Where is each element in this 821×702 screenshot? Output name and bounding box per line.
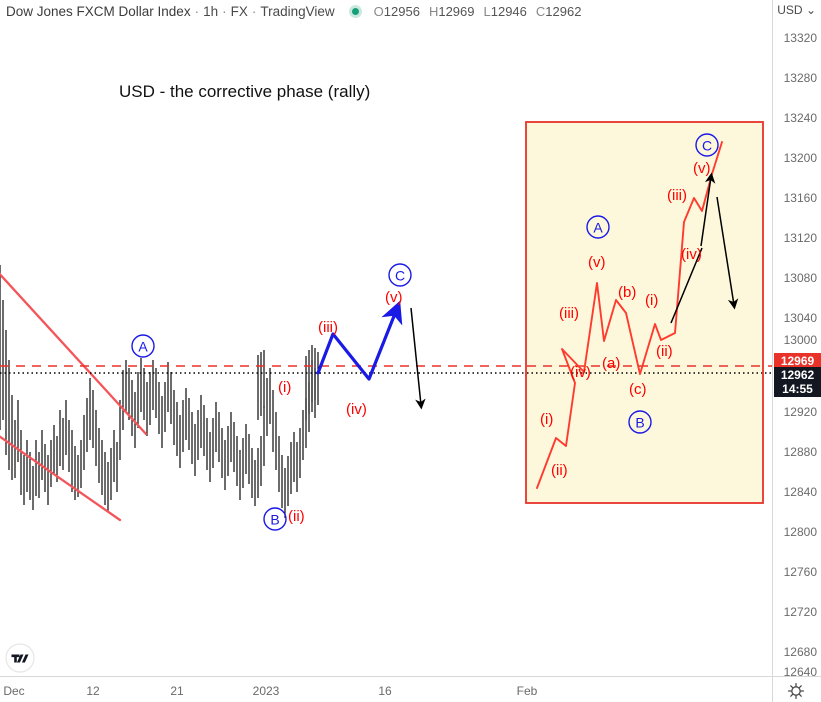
price-candles xyxy=(0,265,319,518)
main-wave-labels: A B C (i) (ii) (iii) (iv) (v) xyxy=(131,263,412,531)
inset-wave-label-ii[interactable]: (ii) xyxy=(551,462,568,479)
wave-label-ii[interactable]: (ii) xyxy=(288,508,305,525)
wave-label-iii[interactable]: (iii) xyxy=(318,319,338,336)
wave-label-v[interactable]: (v) xyxy=(385,289,403,306)
price-tick: 12920 xyxy=(783,405,817,419)
svg-text:A: A xyxy=(138,339,148,355)
price-tick: 13120 xyxy=(783,231,817,245)
svg-text:C: C xyxy=(702,138,712,154)
price-tick: 12880 xyxy=(783,445,817,459)
currency-label: USD xyxy=(777,3,803,17)
symbol-name[interactable]: Dow Jones FXCM Dollar Index xyxy=(6,3,191,19)
ohlc-open: O12956 xyxy=(373,3,420,19)
price-tick: 12680 xyxy=(783,645,817,659)
header-separator-2: · xyxy=(222,3,227,19)
inset-wave-label-v2[interactable]: (v) xyxy=(693,160,711,177)
high-price-badge: 12969 xyxy=(774,353,821,369)
price-tick: 12800 xyxy=(783,525,817,539)
price-tick: 13280 xyxy=(783,71,817,85)
inset-projection-arrow[interactable] xyxy=(700,172,716,247)
price-tick: 12760 xyxy=(783,565,817,579)
trendline-upper xyxy=(0,272,148,436)
price-tick: 12640 xyxy=(783,665,817,679)
inset-wave-label-iii2[interactable]: (iii) xyxy=(667,187,687,204)
price-tick: 13200 xyxy=(783,151,817,165)
inset-wave-label-i2[interactable]: (i) xyxy=(645,292,658,309)
trendline-lower xyxy=(0,435,122,522)
inset-wave-labels: (i) (ii) (iii) (iv) (v) A (a) (b) (c) B … xyxy=(540,133,719,479)
inset-wave-label-i[interactable]: (i) xyxy=(540,411,553,428)
svg-text:C: C xyxy=(395,268,405,284)
wave-label-iv[interactable]: (iv) xyxy=(346,401,367,418)
inset-wave-label-C[interactable]: C xyxy=(695,133,719,157)
time-axis[interactable]: Dec 12 21 2023 16 Feb xyxy=(0,676,773,702)
inset-wave-label-iii[interactable]: (iii) xyxy=(559,305,579,322)
time-tick: 2023 xyxy=(252,684,280,698)
time-tick: 12 xyxy=(86,684,100,698)
inset-wave-label-iv[interactable]: (iv) xyxy=(570,364,591,381)
inset-wave-label-A[interactable]: A xyxy=(586,215,610,239)
last-price-time: 14:55 xyxy=(782,382,813,396)
wave-label-C[interactable]: C xyxy=(388,263,412,287)
exchange-label[interactable]: FX xyxy=(230,3,248,19)
price-tick: 13240 xyxy=(783,111,817,125)
inset-projection-arrow-tail xyxy=(670,247,703,324)
chevron-down-icon: ⌄ xyxy=(805,3,816,17)
svg-text:B: B xyxy=(635,415,644,431)
price-tick: 12720 xyxy=(783,605,817,619)
time-tick: 21 xyxy=(170,684,184,698)
last-price-badge[interactable]: 12962 14:55 xyxy=(774,367,821,397)
svg-text:A: A xyxy=(593,220,603,236)
inset-panel-background[interactable] xyxy=(525,121,764,504)
chart-header: Dow Jones FXCM Dollar Index · 1h · FX · … xyxy=(6,0,581,22)
inset-wave-path[interactable] xyxy=(536,141,723,489)
time-tick: 16 xyxy=(378,684,392,698)
ohlc-values: O12956 H12969 L12946 C12962 xyxy=(374,4,582,19)
ohlc-low: L12946 xyxy=(483,3,527,19)
header-separator-3: · xyxy=(251,3,257,19)
price-tick: 12840 xyxy=(783,485,817,499)
trend-channel-lines[interactable] xyxy=(0,270,148,522)
inset-wave-label-iv2[interactable]: (iv) xyxy=(681,246,702,263)
source-label: TradingView xyxy=(260,3,335,19)
price-tick: 13320 xyxy=(783,31,817,45)
ohlc-close: C12962 xyxy=(535,3,582,19)
header-separator-1: · xyxy=(194,3,200,19)
market-open-dot-icon xyxy=(348,4,362,18)
last-price-value: 12962 xyxy=(780,368,815,382)
inset-wave-label-c[interactable]: (c) xyxy=(629,381,647,398)
time-tick: Feb xyxy=(516,684,538,698)
price-tick: 13080 xyxy=(783,271,817,285)
projected-decline-arrow[interactable] xyxy=(410,307,426,410)
price-axis[interactable]: USD ⌄ 13320 13280 13240 13200 13160 1312… xyxy=(772,0,821,679)
svg-text:B: B xyxy=(270,512,279,528)
inset-projection-decline-arrow[interactable] xyxy=(716,196,739,310)
wave-label-B[interactable]: B xyxy=(263,507,287,531)
chart-title-annotation: USD - the corrective phase (rally) xyxy=(119,82,371,101)
gear-icon[interactable] xyxy=(787,682,805,700)
wave-label-i[interactable]: (i) xyxy=(278,379,291,396)
inset-wave-label-ii2[interactable]: (ii) xyxy=(656,343,673,360)
price-tick: 13040 xyxy=(783,311,817,325)
projected-wave-path[interactable] xyxy=(316,300,403,381)
interval-label[interactable]: 1h xyxy=(203,3,219,19)
inset-wave-label-v[interactable]: (v) xyxy=(588,254,606,271)
chart-settings-corner[interactable] xyxy=(772,676,821,702)
inset-wave-label-b[interactable]: (b) xyxy=(618,284,636,301)
price-tick: 13000 xyxy=(783,333,817,347)
ohlc-high: H12969 xyxy=(428,3,475,19)
wave-label-A[interactable]: A xyxy=(131,334,155,358)
inset-wave-label-B[interactable]: B xyxy=(628,410,652,434)
tradingview-logo-icon[interactable] xyxy=(5,643,35,673)
currency-selector[interactable]: USD ⌄ xyxy=(777,3,816,17)
price-tick: 13160 xyxy=(783,191,817,205)
inset-wave-label-a[interactable]: (a) xyxy=(602,355,620,372)
time-tick: Dec xyxy=(3,684,25,698)
